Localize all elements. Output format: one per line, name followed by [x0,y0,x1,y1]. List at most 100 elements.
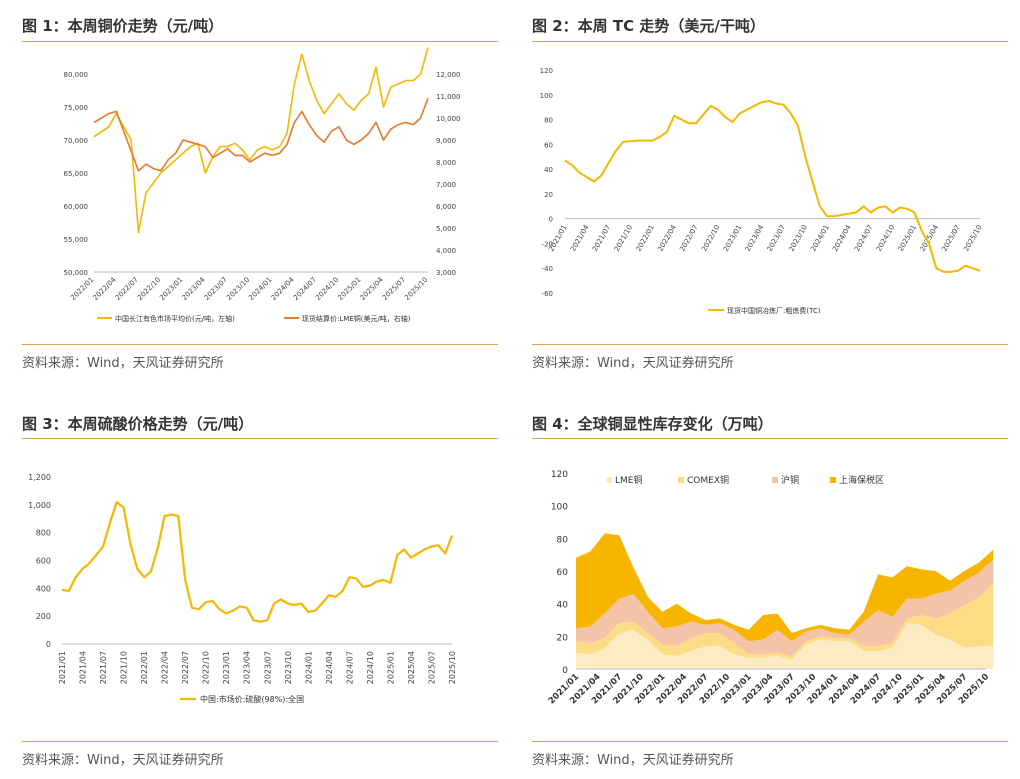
panel-copy-price: 图 1：本周铜价走势（元/吨） 50,000 55,000 60,000 65,000… [22,0,498,390]
title-divider [22,438,498,439]
title-divider [22,41,498,42]
panel-sulfuric-acid: 图 3：本周硫酸价格走势（元/吨） 0 200 400 600 800 1,000 1,20… [22,398,498,779]
x-tick-label: 2025/10 [962,224,983,253]
x-tick-label: 2023/04 [744,223,766,253]
x-tick-label: 2022/07 [678,224,699,253]
series-line [93,47,429,234]
y-right-tick-label: 6,000 [436,203,456,211]
y-right-tick-label: 10,000 [436,115,461,123]
x-tick-label: 2021/01 [547,224,568,253]
inventory-chart: 0204060801001202021/012021/042021/072021… [547,470,994,706]
x-tick-label: 2022/07 [114,276,140,302]
y-tick-label: 60 [557,568,569,578]
y-right-tick-label: 12,000 [436,71,461,79]
x-tick-label: 2021/07 [99,651,108,684]
x-tick-label: 2025/04 [407,651,416,684]
x-tick-label: 2024/01 [809,224,830,253]
panel-title: 图 1：本周铜价走势（元/吨） [22,17,224,35]
y-tick-label: 20 [557,633,569,643]
source-divider [22,344,498,345]
y-tick-label: 60 [544,141,553,149]
y-tick-label: 800 [36,529,51,538]
y-right-tick-label: 8,000 [436,159,456,167]
y-tick-label: 40 [544,166,553,174]
y-tick-label: 120 [540,67,553,75]
x-tick-label: 2023/07 [203,276,229,302]
y-tick-label: -40 [542,265,553,273]
legend-swatch [606,477,612,483]
x-tick-label: 2024/07 [853,224,874,253]
y-left-tick-label: 50,000 [64,269,89,277]
source-note: 资料来源：Wind，天风证券研究所 [22,356,224,371]
x-tick-label: 2021/10 [120,651,129,684]
source-note: 资料来源：Wind，天风证券研究所 [532,753,734,768]
x-tick-label: 2024/04 [831,223,853,253]
y-right-tick-label: 7,000 [436,181,456,189]
y-tick-label: 0 [562,666,568,676]
sulfuric-acid-chart: 0 200 400 600 800 1,000 1,200 2021/01 2021/04 202… [28,473,457,704]
series-line [564,100,981,273]
y-tick-label: 400 [36,584,51,593]
x-tick-label: 2021/04 [569,223,591,253]
x-tick-label: 2023/01 [158,276,184,302]
y-left-tick-label: 60,000 [64,203,89,211]
series-area [576,623,994,669]
title-divider [532,438,1008,439]
y-tick-label: -20 [542,240,553,248]
x-tick-label: 2023/10 [788,224,809,253]
y-left-tick-label: 80,000 [64,71,89,79]
x-tick-label: 2025/01 [336,276,362,302]
x-tick-label: 2024/07 [292,276,318,302]
x-tick-label: 2022/10 [136,276,162,302]
legend-label: 中国长江有色市场平均价(元/吨，左轴) [115,314,235,323]
x-tick-label: 2025/10 [403,276,429,302]
legend-label: 中国:市场价:硫酸(98%):全国 [200,694,304,704]
x-tick-label: 2024/10 [366,651,375,684]
y-tick-label: 1,200 [28,473,51,482]
x-tick-label: 2021/07 [591,224,612,253]
x-tick-label: 2023/04 [243,651,252,684]
x-tick-label: 2022/04 [656,223,678,253]
y-tick-label: 200 [36,612,51,621]
series-line [93,97,429,172]
y-tick-label: 600 [36,557,51,566]
legend-label: 上海保税区 [839,474,884,486]
x-tick-label: 2023/01 [222,651,231,684]
y-tick-label: -60 [542,290,553,298]
x-tick-label: 2022/01 [69,276,95,302]
x-tick-label: 2025/01 [386,651,395,684]
y-tick-label: 100 [551,503,568,513]
y-tick-label: 120 [551,470,568,480]
y-right-tick-label: 4,000 [436,247,456,255]
x-tick-label: 2022/10 [202,651,211,684]
title-divider [532,41,1008,42]
y-left-tick-label: 70,000 [64,137,89,145]
panel-tc: 图 2：本周 TC 走势（美元/干吨） -60 -40 -20 0 20 40 60 80 10… [532,0,1008,390]
x-tick-label: 2023/10 [225,276,251,302]
y-tick-label: 100 [540,92,553,100]
x-tick-label: 2024/10 [314,276,340,302]
copy-price-chart: 50,000 55,000 60,000 65,000 70,000 75,000 80,0… [64,47,461,323]
x-tick-label: 2022/01 [140,651,149,684]
series-area [576,533,994,642]
x-tick-label: 2024/01 [247,276,273,302]
panel-title: 图 2：本周 TC 走势（美元/干吨） [532,17,765,35]
y-right-tick-label: 9,000 [436,137,456,145]
x-tick-label: 2025/01 [897,224,918,253]
legend-label: LME铜 [615,474,642,486]
legend-swatch [678,477,684,483]
x-tick-label: 2023/01 [722,224,743,253]
y-left-tick-label: 55,000 [64,236,89,244]
legend-swatch [772,477,778,483]
y-tick-label: 0 [46,640,51,649]
panel-inventory: 图 4：全球铜显性库存变化（万吨） 0 20 40 60 80 100 120 2021/01… [532,398,1008,779]
series-area [576,584,994,660]
x-tick-label: 2021/01 [58,651,67,684]
x-tick-label: 2025/07 [940,224,961,253]
y-right-tick-label: 3,000 [436,269,456,277]
legend-label: 现货中国铜冶炼厂:粗炼费(TC) [727,306,821,315]
x-tick-label: 2022/10 [700,224,721,253]
x-tick-label: 2021/10 [613,224,634,253]
source-note: 资料来源：Wind，天风证券研究所 [532,356,734,371]
